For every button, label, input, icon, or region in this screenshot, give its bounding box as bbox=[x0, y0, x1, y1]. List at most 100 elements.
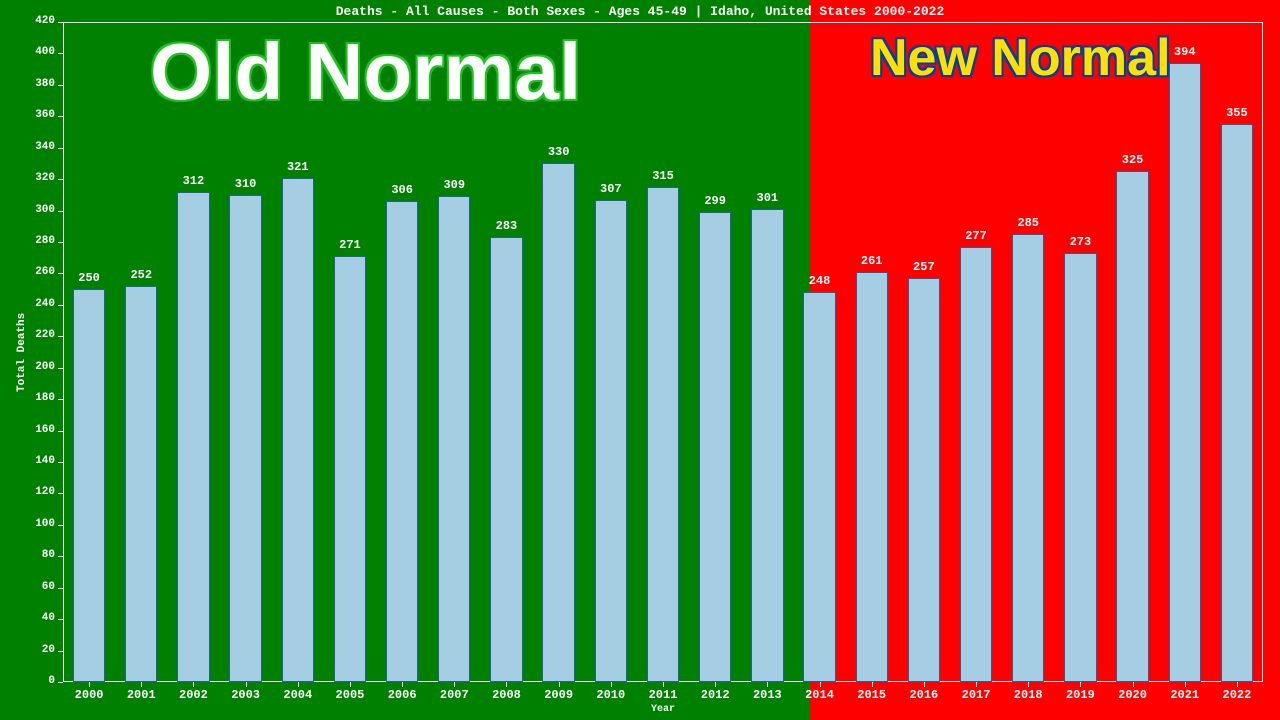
x-tick-label: 2007 bbox=[429, 688, 479, 702]
x-tick bbox=[663, 682, 664, 687]
y-tick-label: 80 bbox=[0, 549, 55, 561]
bar-value-label: 250 bbox=[64, 271, 114, 285]
x-tick bbox=[1080, 682, 1081, 687]
y-tick-label: 300 bbox=[0, 204, 55, 216]
y-tick-label: 140 bbox=[0, 455, 55, 467]
x-tick-label: 2016 bbox=[899, 688, 949, 702]
x-tick bbox=[141, 682, 142, 687]
x-tick bbox=[506, 682, 507, 687]
bar bbox=[73, 289, 105, 682]
x-tick bbox=[1133, 682, 1134, 687]
y-tick-label: 180 bbox=[0, 392, 55, 404]
y-tick bbox=[58, 556, 63, 557]
bar bbox=[751, 209, 783, 682]
bar bbox=[490, 237, 522, 682]
bar-value-label: 277 bbox=[951, 229, 1001, 243]
x-tick bbox=[1185, 682, 1186, 687]
y-tick-label: 120 bbox=[0, 486, 55, 498]
y-tick bbox=[58, 399, 63, 400]
y-tick bbox=[58, 85, 63, 86]
y-tick bbox=[58, 305, 63, 306]
x-tick-label: 2019 bbox=[1055, 688, 1105, 702]
bar-value-label: 271 bbox=[325, 238, 375, 252]
bar bbox=[803, 292, 835, 682]
bar bbox=[960, 247, 992, 682]
y-tick-label: 240 bbox=[0, 298, 55, 310]
bar-value-label: 330 bbox=[534, 145, 584, 159]
bar bbox=[438, 196, 470, 682]
x-tick bbox=[611, 682, 612, 687]
bar bbox=[699, 212, 731, 682]
bar bbox=[1116, 171, 1148, 682]
y-tick-label: 0 bbox=[0, 675, 55, 687]
x-tick bbox=[767, 682, 768, 687]
bar-value-label: 248 bbox=[795, 274, 845, 288]
x-tick bbox=[820, 682, 821, 687]
bar bbox=[125, 286, 157, 682]
y-tick-label: 60 bbox=[0, 581, 55, 593]
x-tick bbox=[872, 682, 873, 687]
x-tick-label: 2012 bbox=[690, 688, 740, 702]
bar bbox=[856, 272, 888, 682]
bar-value-label: 307 bbox=[586, 182, 636, 196]
plot-left-border bbox=[63, 22, 64, 682]
x-tick-label: 2018 bbox=[1003, 688, 1053, 702]
y-tick bbox=[58, 336, 63, 337]
y-tick bbox=[58, 682, 63, 683]
x-tick bbox=[454, 682, 455, 687]
x-tick-label: 2004 bbox=[273, 688, 323, 702]
x-tick bbox=[976, 682, 977, 687]
y-tick bbox=[58, 53, 63, 54]
y-tick-label: 420 bbox=[0, 15, 55, 27]
x-tick bbox=[193, 682, 194, 687]
bar bbox=[229, 195, 261, 682]
y-tick bbox=[58, 525, 63, 526]
bar-value-label: 315 bbox=[638, 169, 688, 183]
bar-value-label: 355 bbox=[1212, 106, 1262, 120]
x-tick bbox=[298, 682, 299, 687]
bar bbox=[542, 163, 574, 682]
x-axis-label: Year bbox=[633, 704, 693, 715]
y-tick bbox=[58, 651, 63, 652]
y-tick bbox=[58, 22, 63, 23]
x-tick-label: 2000 bbox=[64, 688, 114, 702]
bar-value-label: 325 bbox=[1108, 153, 1158, 167]
x-tick-label: 2020 bbox=[1108, 688, 1158, 702]
x-tick-label: 2003 bbox=[221, 688, 271, 702]
plot-right-border bbox=[1262, 22, 1263, 682]
y-tick bbox=[58, 273, 63, 274]
bar-value-label: 310 bbox=[221, 177, 271, 191]
x-tick bbox=[246, 682, 247, 687]
x-tick-label: 2015 bbox=[847, 688, 897, 702]
y-tick-label: 280 bbox=[0, 235, 55, 247]
bar-value-label: 309 bbox=[429, 178, 479, 192]
y-tick bbox=[58, 368, 63, 369]
y-tick-label: 340 bbox=[0, 141, 55, 153]
x-tick-label: 2006 bbox=[377, 688, 427, 702]
x-tick-label: 2022 bbox=[1212, 688, 1262, 702]
bar-value-label: 285 bbox=[1003, 216, 1053, 230]
bar-value-label: 283 bbox=[481, 219, 531, 233]
y-tick-label: 260 bbox=[0, 266, 55, 278]
y-tick bbox=[58, 431, 63, 432]
bar bbox=[1064, 253, 1096, 682]
bar-value-label: 252 bbox=[116, 268, 166, 282]
bar bbox=[595, 200, 627, 682]
x-tick-label: 2001 bbox=[116, 688, 166, 702]
y-axis-label: Total Deaths bbox=[16, 313, 28, 392]
y-tick bbox=[58, 493, 63, 494]
x-tick-label: 2002 bbox=[168, 688, 218, 702]
y-tick bbox=[58, 211, 63, 212]
bar-value-label: 306 bbox=[377, 183, 427, 197]
chart-root: Deaths - All Causes - Both Sexes - Ages … bbox=[0, 0, 1280, 720]
bar bbox=[177, 192, 209, 682]
y-tick bbox=[58, 148, 63, 149]
y-tick-label: 320 bbox=[0, 172, 55, 184]
y-tick bbox=[58, 619, 63, 620]
y-tick bbox=[58, 242, 63, 243]
bar bbox=[1012, 234, 1044, 682]
new-normal-overlay: New Normal bbox=[870, 28, 1171, 88]
x-tick-label: 2008 bbox=[481, 688, 531, 702]
y-tick bbox=[58, 179, 63, 180]
x-tick-label: 2009 bbox=[534, 688, 584, 702]
